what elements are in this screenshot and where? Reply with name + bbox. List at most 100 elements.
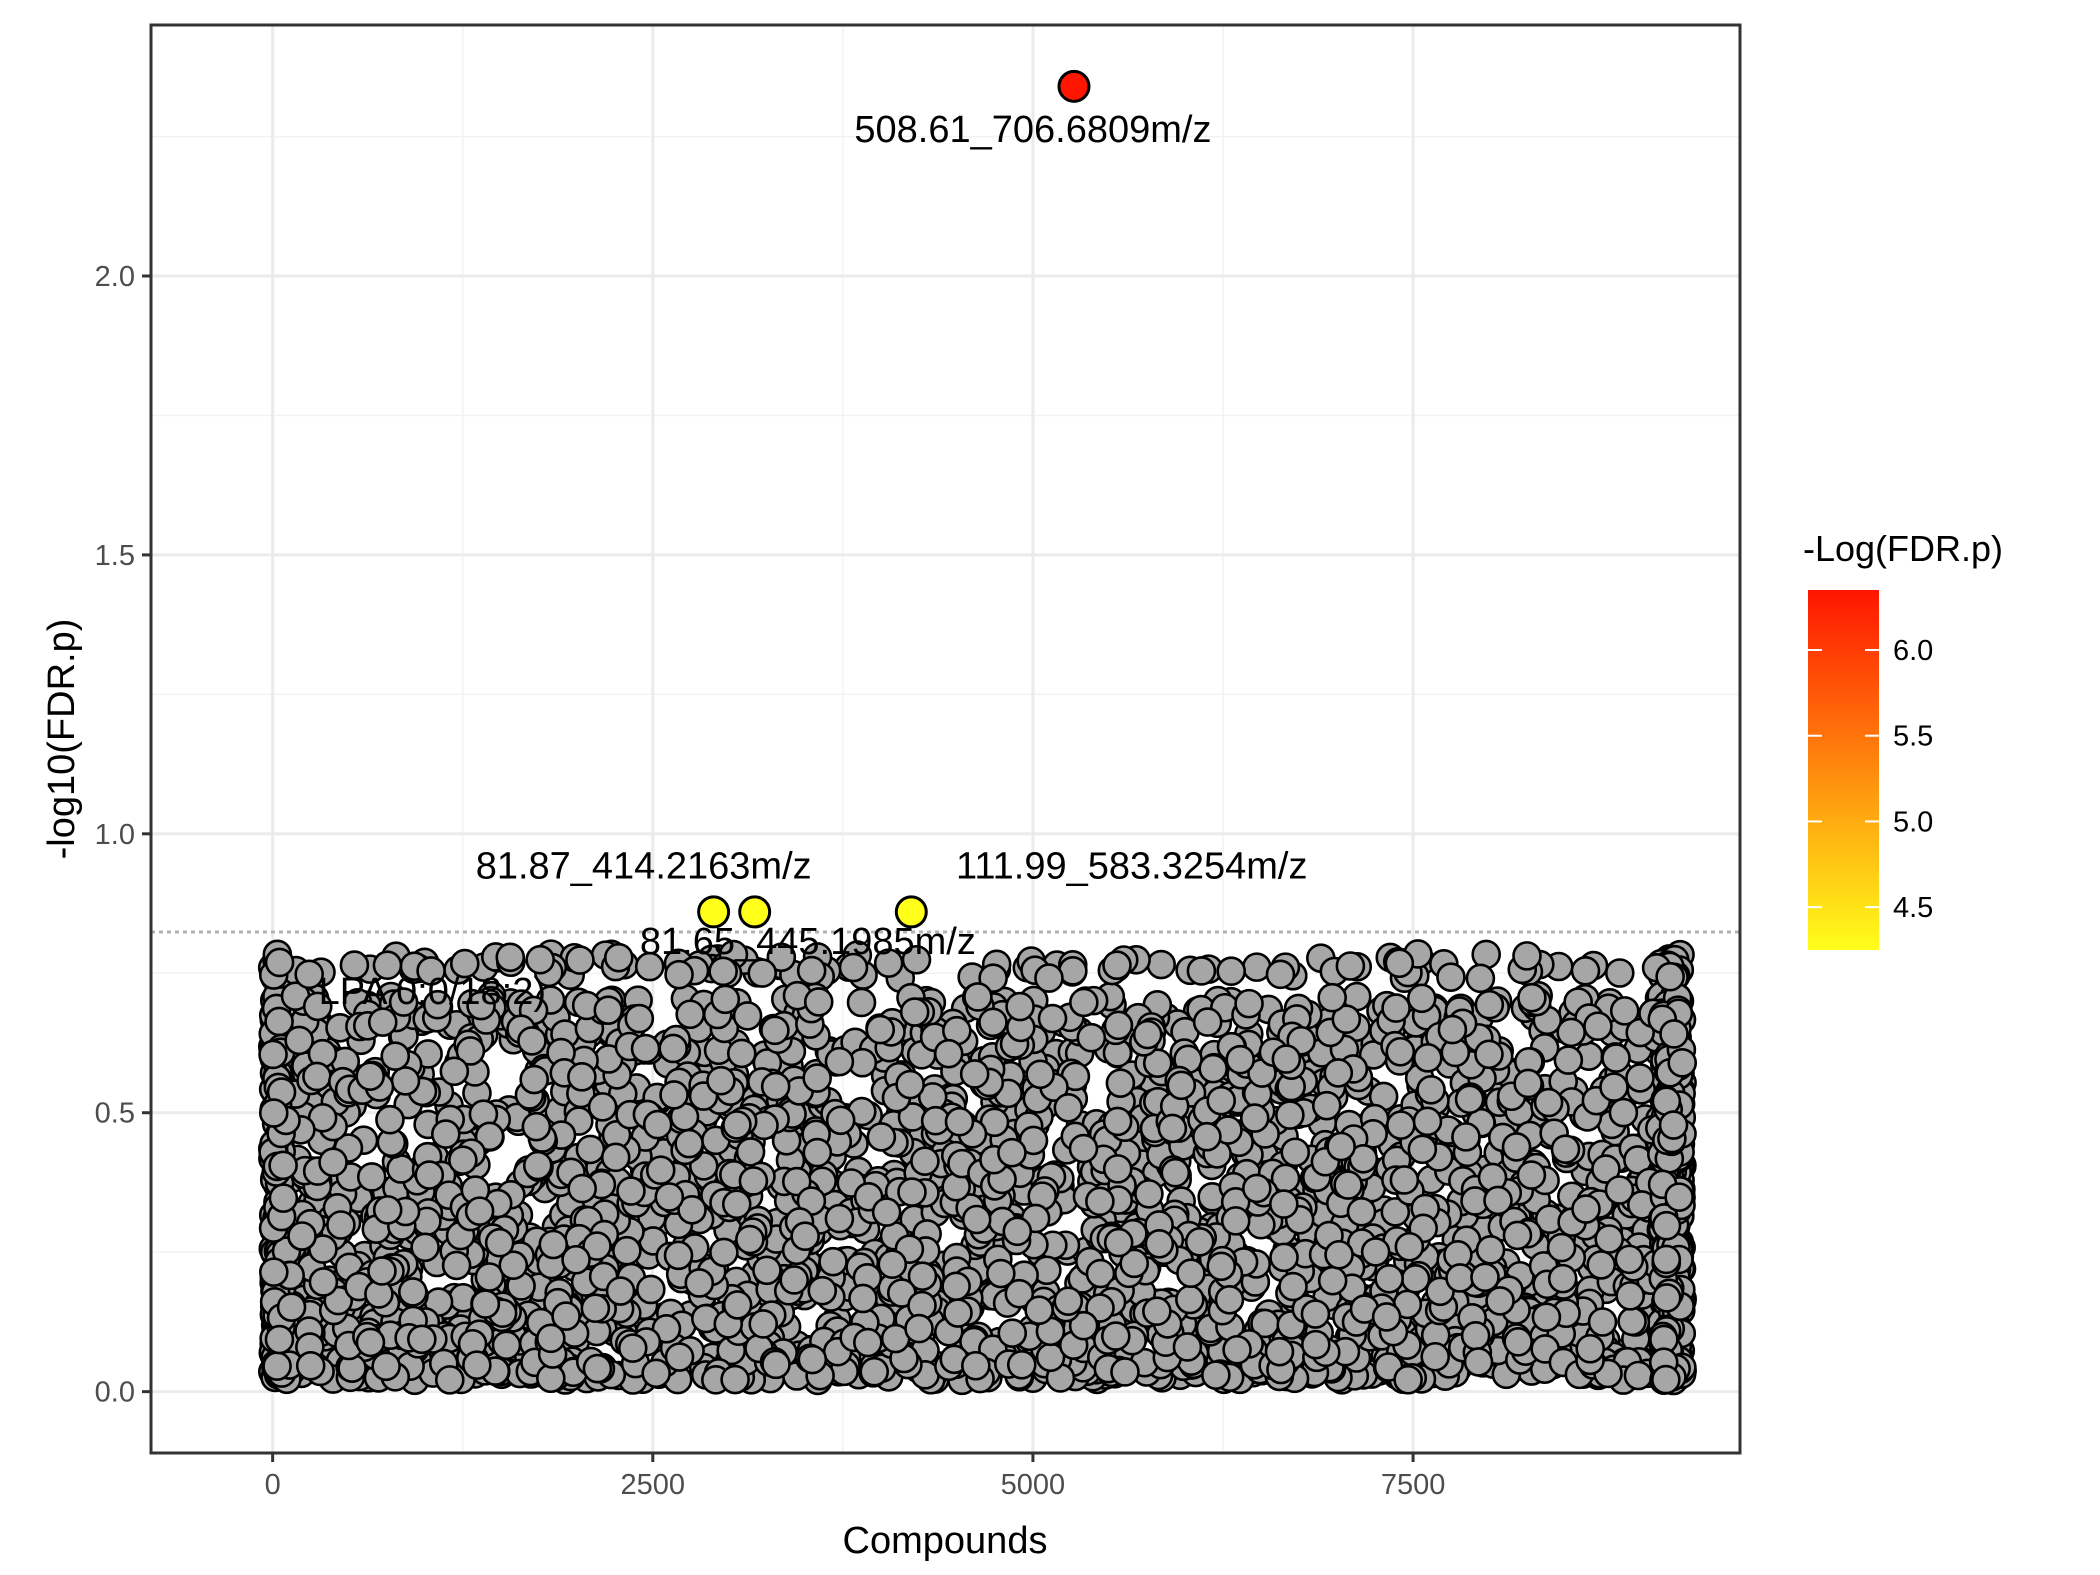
data-point <box>722 1290 753 1320</box>
data-point <box>1651 1283 1682 1313</box>
data-point <box>997 1137 1027 1168</box>
data-point <box>1465 963 1496 994</box>
data-point <box>807 1275 838 1306</box>
data-point <box>1346 1197 1377 1227</box>
highlighted-point <box>894 895 928 929</box>
data-point <box>268 1183 299 1213</box>
data-point <box>659 1080 689 1110</box>
x-tick-label: 5000 <box>1001 1469 1066 1501</box>
highlighted-points-layer <box>697 69 1091 929</box>
data-point <box>1601 1043 1631 1073</box>
data-point <box>1271 1044 1302 1074</box>
data-point <box>871 1197 902 1227</box>
data-point <box>439 1056 470 1087</box>
data-point <box>1264 1336 1295 1367</box>
legend-ticks: 4.5 5.0 5.5 6.0 <box>1808 635 1933 924</box>
data-point <box>318 1147 348 1178</box>
data-point <box>1142 1296 1172 1327</box>
data-point <box>575 1134 606 1165</box>
y-tick-label: 2.0 <box>95 261 135 293</box>
data-point <box>262 1351 292 1381</box>
data-point <box>1269 1189 1299 1219</box>
data-point <box>1326 1131 1356 1162</box>
data-point <box>961 1204 992 1235</box>
data-point <box>1192 1007 1223 1037</box>
data-point <box>1617 1306 1647 1337</box>
data-point <box>617 1333 648 1363</box>
data-point <box>1502 1220 1533 1251</box>
data-point <box>684 1268 715 1298</box>
data-point <box>790 1221 820 1252</box>
point-annotation: 81.87_414.2163m/z <box>476 845 812 887</box>
data-point <box>1437 1014 1468 1045</box>
data-point <box>1655 961 1685 992</box>
data-point <box>397 1277 428 1307</box>
data-point <box>1463 1347 1494 1377</box>
data-point <box>1451 1122 1481 1152</box>
data-point <box>1531 1302 1562 1332</box>
data-point <box>495 942 526 973</box>
data-point <box>582 1231 612 1261</box>
data-point <box>624 1003 655 1034</box>
data-point <box>1214 1284 1245 1315</box>
data-point <box>1006 1349 1037 1380</box>
data-point <box>732 1001 763 1031</box>
data-point <box>1160 1157 1191 1188</box>
data-point <box>1445 1263 1475 1293</box>
data-point <box>600 1142 631 1173</box>
data-point <box>1406 983 1437 1014</box>
data-point <box>1300 1299 1331 1329</box>
data-point <box>1278 1271 1308 1302</box>
data-point <box>567 1062 597 1092</box>
legend-title: -Log(FDR.p) <box>1803 528 2003 569</box>
data-point <box>455 1036 486 1066</box>
data-point <box>1575 1333 1606 1364</box>
data-point <box>766 942 797 973</box>
data-point <box>1667 1048 1698 1078</box>
data-point <box>1100 1321 1131 1351</box>
data-point <box>1335 951 1366 981</box>
data-point <box>877 1249 908 1280</box>
data-point <box>1242 1173 1272 1204</box>
data-point <box>538 1229 569 1260</box>
data-point <box>1471 939 1501 970</box>
legend-tick-label: 4.5 <box>1893 892 1933 924</box>
y-axis: 0.0 0.5 1.0 1.5 2.0 <box>95 261 151 1409</box>
data-point <box>517 1026 547 1056</box>
data-point <box>294 959 324 990</box>
data-point <box>761 1349 791 1380</box>
data-point <box>1280 1137 1311 1168</box>
data-point <box>258 1098 289 1128</box>
data-point <box>616 1176 646 1206</box>
data-point <box>1474 989 1505 1020</box>
data-point <box>1002 1216 1033 1247</box>
data-point <box>1394 1231 1425 1262</box>
data-point <box>910 1146 940 1176</box>
data-point <box>1470 1262 1500 1293</box>
data-point <box>1037 1003 1068 1034</box>
data-point <box>818 1246 848 1277</box>
data-point <box>1393 1364 1423 1395</box>
data-point <box>258 1257 289 1287</box>
data-point <box>1186 956 1217 986</box>
data-point <box>1301 1329 1331 1360</box>
data-point <box>779 1265 809 1295</box>
data-point <box>1103 1010 1134 1041</box>
data-point <box>1076 1022 1107 1053</box>
data-point <box>1102 950 1132 981</box>
data-point <box>1512 941 1542 971</box>
data-point <box>1460 1321 1491 1351</box>
data-point <box>848 1283 878 1314</box>
y-tick-label: 0.0 <box>95 1377 135 1409</box>
data-point <box>1517 982 1547 1013</box>
data-point <box>1416 1074 1446 1105</box>
data-point <box>422 989 453 1020</box>
data-point <box>802 1063 832 1093</box>
data-point <box>519 1064 549 1095</box>
data-point <box>1651 1244 1682 1275</box>
data-point <box>491 1330 522 1361</box>
legend-tick-label: 5.5 <box>1893 721 1933 753</box>
data-point <box>567 1173 597 1204</box>
data-point <box>735 1137 766 1167</box>
